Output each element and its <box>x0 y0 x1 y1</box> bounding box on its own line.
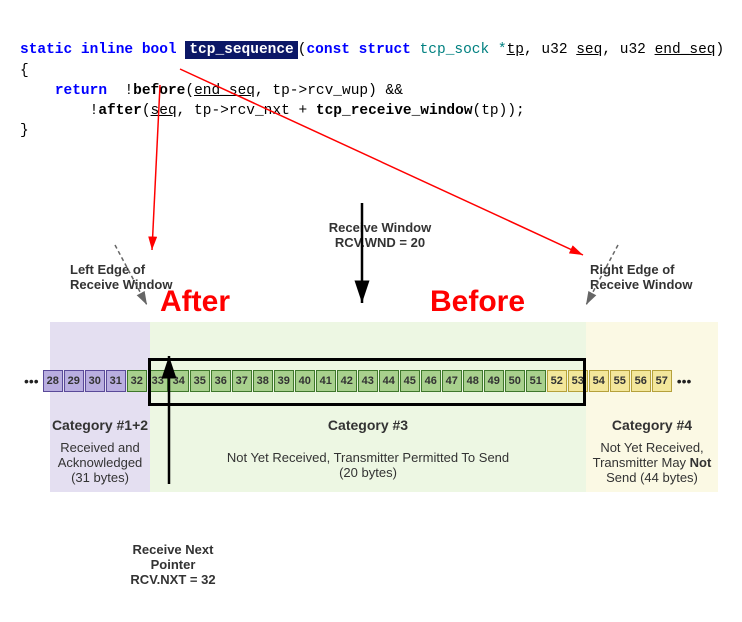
txt: Left Edge of <box>70 262 190 277</box>
cat4-title: Category #4 <box>586 417 718 433</box>
ellipsis-right: ••• <box>673 373 696 389</box>
param: tp <box>507 42 524 58</box>
txt: RCV.NXT = 32 <box>108 572 238 587</box>
txt: Received and <box>48 440 152 455</box>
fn-before: before <box>133 83 185 99</box>
fn-after: after <box>98 103 142 119</box>
byte-cell: 54 <box>589 370 609 392</box>
rw-title: Receive Window <box>300 220 460 235</box>
receive-window-box <box>148 358 586 406</box>
byte-cell: 30 <box>85 370 105 392</box>
fn-highlight: tcp_sequence <box>185 41 297 59</box>
ellipsis-left: ••• <box>20 373 43 389</box>
txt: Receive Next <box>108 542 238 557</box>
after-label: After <box>160 285 230 319</box>
byte-cell: 29 <box>64 370 84 392</box>
param: seq <box>576 42 602 58</box>
receive-window-label: Receive Window RCV.WND = 20 <box>300 220 460 250</box>
txt: (tp)); <box>473 103 525 119</box>
cat4-desc: Not Yet Received, Transmitter May Not Se… <box>586 440 718 485</box>
fn-rw: tcp_receive_window <box>316 103 473 119</box>
before-label: Before <box>430 285 525 319</box>
param: end_seq <box>655 42 716 58</box>
paren: ) <box>715 42 724 58</box>
byte-cell: 28 <box>43 370 63 392</box>
paren: ( <box>185 83 194 99</box>
param: end_seq <box>194 83 255 99</box>
txt: Not Yet Received, Transmitter Permitted … <box>190 450 546 465</box>
byte-cell: 32 <box>127 370 147 392</box>
code-block: static inline bool tcp_sequence ( const st… <box>20 20 722 142</box>
brace: { <box>20 63 29 79</box>
kw: static inline bool <box>20 42 177 58</box>
tcp-window-diagram: Receive Window RCV.WND = 20 Left Edge of… <box>20 172 722 602</box>
rw-value: RCV.WND = 20 <box>300 235 460 250</box>
cat3-title: Category #3 <box>150 417 586 433</box>
byte-cell: 31 <box>106 370 126 392</box>
txt: Receive Window <box>590 277 710 292</box>
txt: (31 bytes) <box>48 470 152 485</box>
cat3-desc: Not Yet Received, Transmitter Permitted … <box>190 450 546 480</box>
txt: Not Yet Received, <box>586 440 718 455</box>
txt: , tp->rcv_wup) && <box>255 83 403 99</box>
brace: } <box>20 123 29 139</box>
kw: return <box>55 83 107 99</box>
paren: ( <box>142 103 151 119</box>
rcv-nxt-label: Receive Next Pointer RCV.NXT = 32 <box>108 542 238 587</box>
txt: Acknowledged <box>48 455 152 470</box>
txt: , u32 <box>524 42 568 58</box>
txt: Right Edge of <box>590 262 710 277</box>
cat12-title: Category #1+2 <box>48 417 152 433</box>
txt: , tp->rcv_nxt + <box>177 103 316 119</box>
txt: Pointer <box>108 557 238 572</box>
txt: Transmitter May Not <box>586 455 718 470</box>
param: seq <box>151 103 177 119</box>
byte-cell: 55 <box>610 370 630 392</box>
byte-cell: 57 <box>652 370 672 392</box>
txt: , u32 <box>602 42 646 58</box>
txt: (20 bytes) <box>190 465 546 480</box>
op: ! <box>124 83 133 99</box>
cat12-desc: Received and Acknowledged (31 bytes) <box>48 440 152 485</box>
right-edge-label: Right Edge of Receive Window <box>590 262 710 292</box>
byte-cell: 56 <box>631 370 651 392</box>
kw: const struct <box>306 42 410 58</box>
type: tcp_sock * <box>420 42 507 58</box>
txt: Send (44 bytes) <box>586 470 718 485</box>
